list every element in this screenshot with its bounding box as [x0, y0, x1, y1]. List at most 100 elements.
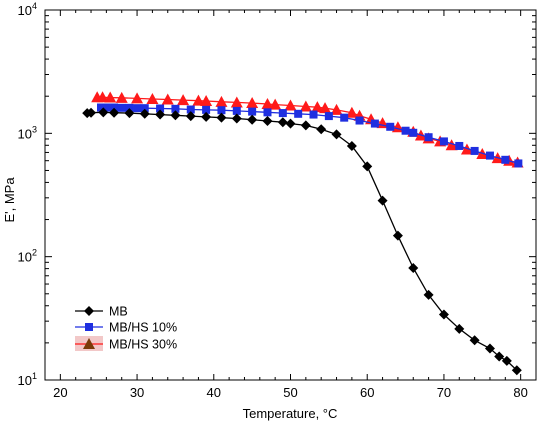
data-point [309, 110, 318, 119]
data-point [102, 103, 111, 112]
legend: MB MB/HS 10% MB/HS 30% [75, 305, 177, 352]
data-point [110, 103, 119, 112]
data-point [117, 103, 126, 112]
data-point [248, 107, 257, 116]
data-point [299, 100, 312, 112]
data-point [202, 105, 211, 114]
data-point [311, 101, 324, 113]
legend-label: MB/HS 30% [109, 338, 177, 352]
data-point [511, 365, 522, 376]
data-point [408, 262, 419, 273]
data-point [392, 230, 403, 241]
data-point [438, 309, 449, 320]
data-point [409, 128, 418, 137]
data-point [217, 106, 226, 115]
x-axis-label: Temperature, °C [243, 406, 338, 421]
data-point [155, 109, 166, 120]
data-point [192, 94, 205, 106]
data-point [470, 146, 479, 155]
data-point [109, 107, 120, 118]
data-point [230, 96, 243, 108]
x-tick-label: 50 [283, 385, 297, 400]
data-point [201, 111, 212, 122]
data-point [247, 114, 258, 125]
data-point [346, 140, 357, 151]
series-triangle [91, 91, 524, 168]
data-point [104, 91, 117, 103]
data-point [277, 117, 288, 128]
data-point [423, 289, 434, 300]
data-point [124, 108, 135, 119]
legend-label: MB [109, 305, 128, 319]
x-tick-label: 40 [207, 385, 221, 400]
data-point [139, 108, 150, 119]
data-point [484, 343, 495, 354]
data-point [140, 104, 149, 113]
data-point [345, 106, 358, 118]
x-tick-label: 30 [130, 385, 144, 400]
data-point [170, 110, 181, 121]
data-point [340, 113, 349, 122]
data-point [146, 92, 159, 104]
legend-marker [85, 323, 93, 331]
data-point [501, 155, 510, 164]
data-point [98, 107, 109, 118]
data-point [216, 112, 227, 123]
data-point [501, 355, 512, 366]
data-point [362, 161, 373, 172]
data-point [324, 112, 333, 121]
data-point [232, 106, 241, 115]
data-point [284, 99, 297, 111]
y-tick-exponent: 1 [32, 371, 37, 381]
data-point [330, 103, 343, 115]
data-point [316, 124, 327, 135]
x-tick-label: 60 [360, 385, 374, 400]
x-tick-label: 80 [513, 385, 527, 400]
data-point [377, 195, 388, 206]
data-point [319, 102, 332, 114]
data-point [171, 104, 180, 113]
data-point [331, 129, 342, 140]
data-point [156, 104, 165, 113]
data-point [424, 133, 433, 142]
y-tick-base: 10 [18, 373, 32, 388]
data-point [125, 103, 134, 112]
data-point [177, 94, 190, 106]
data-point [161, 93, 174, 105]
data-point [200, 94, 213, 106]
x-tick-label: 70 [437, 385, 451, 400]
data-point [485, 151, 494, 160]
series-diamond [82, 107, 522, 376]
y-tick-base: 10 [18, 3, 32, 18]
data-point [285, 118, 296, 129]
data-point [454, 323, 465, 334]
data-point [294, 109, 303, 118]
data-point [439, 137, 448, 146]
data-point [115, 91, 128, 103]
data-point [131, 92, 144, 104]
data-point [401, 126, 410, 135]
x-axis-ticks: 20 30 40 50 60 70 80 [53, 10, 528, 400]
y-tick-label: 103 [18, 124, 37, 141]
data-point [370, 119, 379, 128]
data-point [261, 97, 274, 109]
data-point [262, 115, 273, 126]
data-point [133, 104, 142, 113]
legend-marker [84, 306, 94, 316]
data-point [355, 116, 364, 125]
data-point [96, 91, 109, 103]
y-tick-label: 101 [18, 371, 37, 388]
legend-label: MB/HS 10% [109, 321, 177, 335]
y-tick-base: 10 [18, 250, 32, 265]
y-tick-exponent: 3 [32, 124, 37, 134]
data-point [86, 107, 97, 118]
y-axis-label: E', MPa [2, 177, 17, 223]
series-square [97, 103, 523, 168]
y-tick-exponent: 2 [32, 248, 37, 258]
data-point [469, 335, 480, 346]
y-tick-base: 10 [18, 126, 32, 141]
data-point [494, 351, 505, 362]
series-layer [82, 91, 524, 376]
